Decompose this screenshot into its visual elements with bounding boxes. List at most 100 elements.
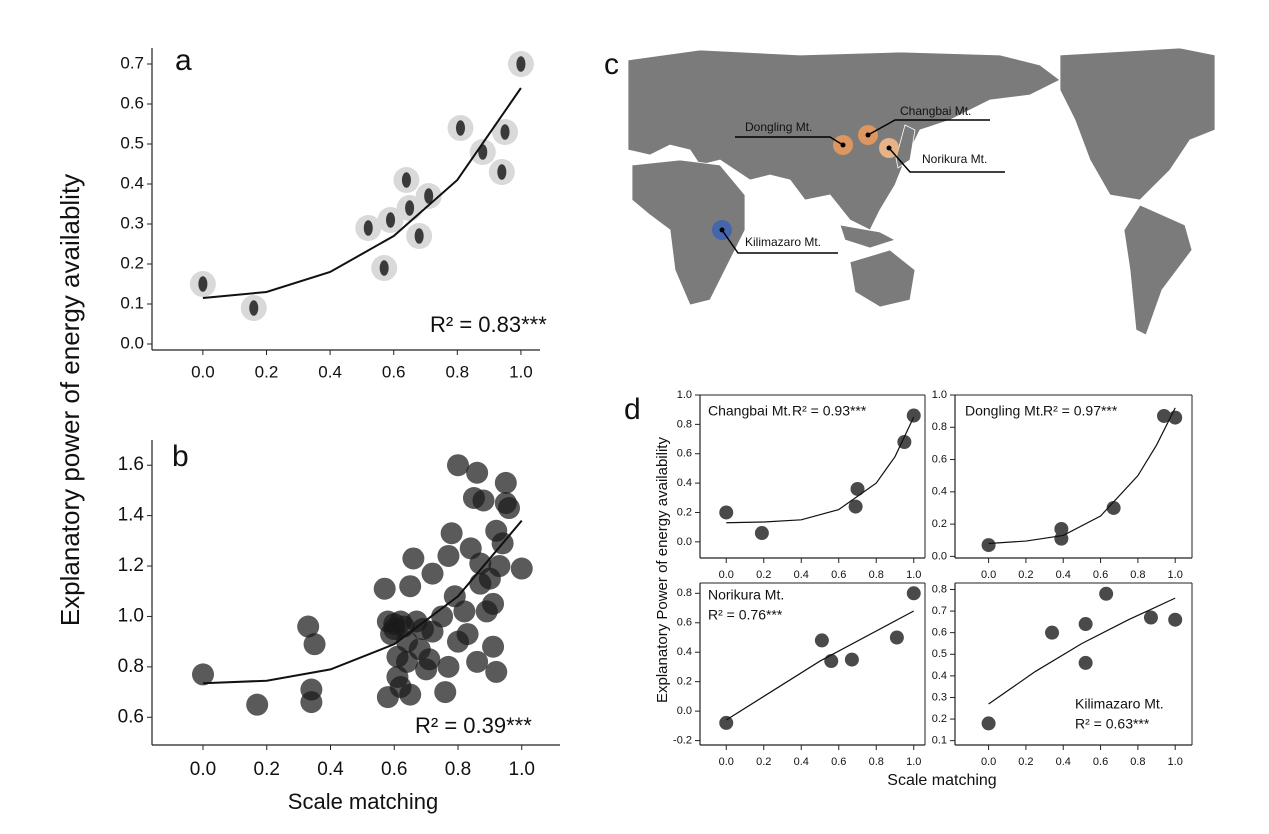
point: [437, 544, 460, 567]
site-dot: [840, 142, 846, 148]
africa: [631, 159, 746, 306]
y-tick-label: 0.8: [118, 656, 144, 677]
site-dot: [865, 132, 871, 138]
y-tick-label: 0.8: [677, 587, 692, 599]
y-tick-label: 1.0: [932, 389, 947, 401]
y-tick-label: 0.2: [677, 676, 692, 688]
x-tick-label: 1.0: [509, 362, 533, 381]
r-squared: R² = 0.39***: [415, 713, 532, 738]
r-squared: R² = 0.93***: [792, 403, 867, 419]
leader-line: [888, 147, 1005, 173]
x-tick-label: 0.0: [719, 569, 734, 581]
y-tick-label: 0.2: [677, 506, 692, 518]
point: [297, 615, 320, 638]
point: [498, 497, 520, 520]
taxon-icon: [415, 183, 442, 209]
icon-glyph: [249, 300, 259, 316]
scatter-panel: 0.0 0.2 0.4 0.6 0.8 1.0 0.0 0.2 0.4 0.6 0.8 1.0 Dong…: [932, 389, 1193, 581]
y-tick-label: 0.4: [677, 646, 692, 658]
y-tick-label: 0.6: [932, 627, 947, 639]
point: [719, 715, 734, 730]
r-squared: R² = 0.63***: [1075, 716, 1150, 732]
point: [1157, 408, 1172, 423]
taxon-icon: [492, 119, 519, 145]
point: [1168, 612, 1183, 627]
icon-glyph: [414, 228, 424, 244]
y-tick-label: 0.2: [932, 713, 947, 725]
icon-glyph: [405, 200, 415, 216]
y-tick-label: 1.4: [118, 505, 145, 526]
scatter-panel: 0.1 0.2 0.3 0.4 0.5 0.6 0.7 0.8 0.0 0.2 0.4 0.6 0.8 1…: [932, 582, 1193, 768]
point: [472, 489, 495, 512]
x-tick-label: 1.0: [1168, 756, 1183, 768]
point: [434, 681, 457, 704]
x-tick-label: 1.0: [906, 756, 921, 768]
x-tick-label: 0.4: [318, 362, 342, 381]
x-tick-label: 0.2: [756, 756, 771, 768]
point: [510, 557, 533, 580]
leader-line: [735, 136, 844, 146]
taxon-icon: [406, 223, 433, 249]
site-label: Kilimazaro Mt.: [745, 235, 821, 249]
taxon-icon: [447, 115, 474, 141]
icon-glyph: [385, 212, 396, 228]
point: [754, 526, 769, 541]
point: [399, 575, 422, 598]
x-tick-label: 0.4: [1056, 569, 1071, 581]
site-title: Norikura Mt.: [708, 587, 784, 603]
x-tick-label: 0.6: [382, 362, 406, 381]
point: [981, 538, 996, 553]
y-tick-label: 0.2: [120, 253, 144, 272]
y-tick-label: 1.6: [118, 454, 144, 475]
site-label: Changbai Mt.: [900, 104, 971, 118]
x-tick-label: 0.8: [869, 756, 884, 768]
point: [719, 505, 734, 520]
x-tick-label: 0.0: [191, 362, 215, 381]
x-tick-label: 0.2: [756, 569, 771, 581]
y-tick-label: 0.8: [932, 421, 947, 433]
y-axis-label: Explanatory Power of energy availability: [654, 437, 671, 703]
fit-curve: [726, 416, 915, 524]
panel-label: c: [604, 48, 619, 81]
y-tick-label: 0.8: [932, 583, 947, 595]
point: [488, 555, 511, 578]
y-tick-label: 0.4: [932, 486, 947, 498]
point: [850, 481, 865, 496]
x-tick-label: 0.8: [445, 362, 469, 381]
world-map: [627, 47, 1216, 336]
point: [440, 522, 463, 545]
panel-label: b: [172, 440, 189, 473]
y-tick-label: 0.0: [677, 536, 692, 548]
y-tick-label: 0.2: [932, 518, 947, 530]
scatter-panel: -0.2 0.0 0.2 0.4 0.6 0.8 0.0 0.2 0.4 0.6 0.8 1.0 Nor…: [673, 582, 997, 789]
point: [981, 716, 996, 731]
panel-label: d: [624, 393, 641, 426]
y-tick-label: 0.7: [932, 605, 947, 617]
leader-line: [721, 229, 838, 254]
site-label: Norikura Mt.: [922, 152, 987, 166]
point: [1078, 655, 1093, 670]
scatter-panel: 0.0 0.1 0.2 0.3 0.4 0.5 0.6 0.7 0.0 0.2 0.4 0.6 0.8 1…: [55, 44, 547, 626]
point: [389, 610, 412, 633]
x-tick-label: 0.6: [381, 759, 407, 780]
icon-glyph: [198, 276, 208, 292]
fit-curve: [988, 407, 1176, 545]
point: [824, 654, 839, 669]
point: [466, 461, 489, 484]
y-tick-label: 1.0: [118, 605, 144, 626]
taxon-icon: [371, 255, 398, 281]
point: [482, 635, 505, 658]
taxon-icon: [355, 215, 382, 241]
point: [437, 655, 460, 678]
y-tick-label: 0.3: [932, 691, 947, 703]
y-tick-label: 0.6: [677, 617, 692, 629]
point: [844, 652, 859, 667]
x-tick-label: 0.6: [831, 756, 846, 768]
point: [1078, 617, 1093, 632]
x-tick-label: 0.8: [445, 759, 471, 780]
y-tick-label: 0.0: [120, 333, 144, 352]
y-tick-label: -0.2: [673, 734, 692, 746]
scatter-panel: 0.6 0.8 1.0 1.2 1.4 1.6 0.0 0.2 0.4 0.6 0.8 1.0 b R² …: [118, 440, 560, 814]
point: [814, 633, 829, 648]
